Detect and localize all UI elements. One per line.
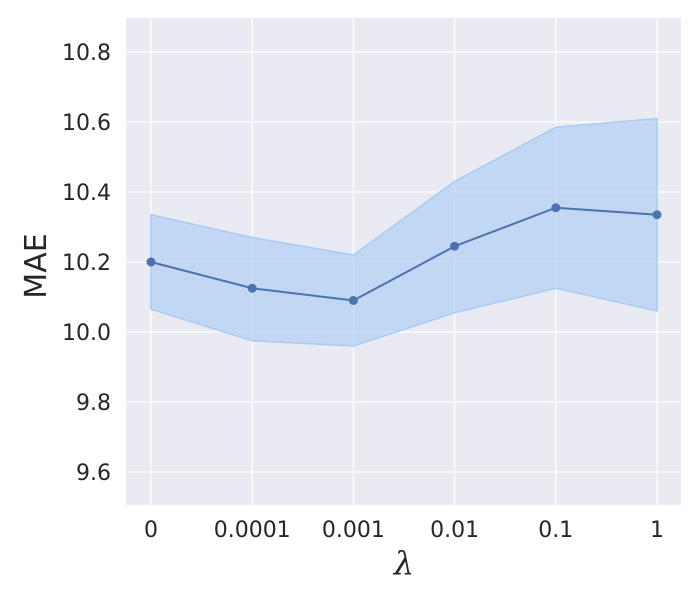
y-tick-label: 9.8 xyxy=(76,391,111,416)
y-tick-label: 10.0 xyxy=(62,321,111,346)
x-tick-label: 1 xyxy=(650,518,664,543)
x-tick-label: 0.01 xyxy=(430,518,479,543)
x-tick-labels: 0 0.0001 0.001 0.01 0.1 1 xyxy=(144,518,664,543)
confidence-band xyxy=(150,117,658,347)
y-tick-label: 10.4 xyxy=(62,181,111,206)
data-point xyxy=(652,210,662,220)
x-tick-label: 0.0001 xyxy=(214,518,291,543)
data-point xyxy=(551,203,561,213)
data-point xyxy=(146,257,156,267)
y-tick-label: 9.6 xyxy=(76,461,111,486)
data-point xyxy=(450,241,460,251)
x-tick-label: 0 xyxy=(144,518,158,543)
y-tick-label: 10.6 xyxy=(62,111,111,136)
y-tick-label: 10.2 xyxy=(62,251,111,276)
x-axis-label: λ xyxy=(392,544,414,582)
y-tick-labels: 9.6 9.8 10.0 10.2 10.4 10.6 10.8 xyxy=(62,41,111,486)
data-points xyxy=(146,203,662,305)
data-point xyxy=(348,296,358,305)
x-tick-label: 0.001 xyxy=(322,518,385,543)
y-tick-label: 10.8 xyxy=(62,41,111,66)
data-point xyxy=(247,283,257,293)
y-axis-label: MAE xyxy=(19,233,54,298)
series-line xyxy=(150,206,658,302)
x-tick-label: 0.1 xyxy=(538,518,573,543)
